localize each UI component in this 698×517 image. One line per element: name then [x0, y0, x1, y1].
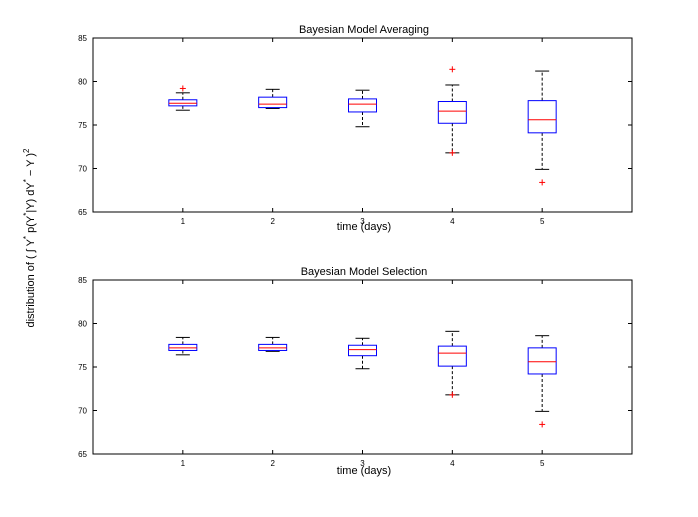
panel-selection: Bayesian Model Selection time (days) 65 7… [78, 266, 633, 477]
panel-title: Bayesian Model Selection [301, 266, 428, 278]
y-tick-label: 85 [78, 34, 87, 43]
box-3 [348, 89, 377, 128]
iqr-box [348, 344, 377, 357]
panel-averaging: Bayesian Model Averaging time (days) 65 7… [78, 24, 633, 233]
y-tick-label: 70 [78, 407, 87, 416]
box-5 [527, 335, 557, 428]
x-tick-label: 3 [360, 217, 365, 226]
y-tick-label: 70 [78, 165, 87, 174]
outlier-marker [449, 149, 456, 156]
plot-area: 65 70 75 80 85 1 2 3 4 5 [78, 276, 633, 468]
box-1 [168, 336, 198, 356]
x-axis-label: time (days) [337, 221, 391, 233]
iqr-box [348, 98, 377, 113]
ylabel-star-1: * [22, 236, 31, 239]
y-tick-label: 80 [78, 78, 87, 87]
y-tick-label: 75 [78, 121, 87, 130]
outlier-marker [539, 421, 546, 428]
ylabel-star-2: * [22, 213, 31, 216]
x-tick-label: 4 [450, 459, 455, 468]
x-tick-label: 5 [540, 459, 545, 468]
shared-ylabel: distribution of ( ∫ Y* p(Y*|Y) dY* − Y )… [22, 148, 37, 328]
y-tick-label: 75 [78, 363, 87, 372]
x-axis-label: time (days) [337, 465, 391, 477]
iqr-box [527, 347, 557, 375]
x-tick-label: 1 [181, 459, 186, 468]
iqr-box [527, 100, 557, 134]
x-tick-label: 2 [270, 217, 275, 226]
y-tick-label: 65 [78, 208, 87, 217]
iqr-box [258, 96, 288, 109]
y-tick-label: 80 [78, 320, 87, 329]
ylabel-middle: p(Y [25, 215, 37, 236]
plot-area: 65 70 75 80 85 1 2 3 4 5 [78, 34, 633, 226]
ylabel-mid2: |Y) dY [25, 182, 37, 213]
outlier-marker [449, 66, 456, 73]
y-tick-label: 85 [78, 276, 87, 285]
x-tick-label: 4 [450, 217, 455, 226]
ylabel-prefix: distribution of ( ∫ Y [25, 238, 37, 327]
axes-frame [92, 37, 633, 213]
box-2 [258, 88, 288, 109]
box-1 [168, 85, 198, 111]
x-tick-label: 5 [540, 217, 545, 226]
outlier-marker [539, 179, 546, 186]
ylabel-suffix: − Y ) [25, 153, 37, 179]
x-tick-label: 2 [270, 459, 275, 468]
outlier-marker [449, 391, 456, 398]
panel-title: Bayesian Model Averaging [299, 24, 429, 36]
x-tick-label: 3 [360, 459, 365, 468]
box-4 [437, 330, 467, 398]
box-3 [348, 337, 377, 370]
x-tick-label: 1 [181, 217, 186, 226]
box-2 [258, 336, 288, 352]
y-tick-label: 65 [78, 450, 87, 459]
ylabel-star-3: * [22, 179, 31, 182]
ylabel-square: 2 [22, 148, 31, 153]
iqr-box [437, 101, 467, 124]
box-5 [527, 70, 557, 186]
box-4 [437, 66, 467, 156]
iqr-box [437, 345, 467, 367]
outlier-marker [179, 85, 186, 92]
